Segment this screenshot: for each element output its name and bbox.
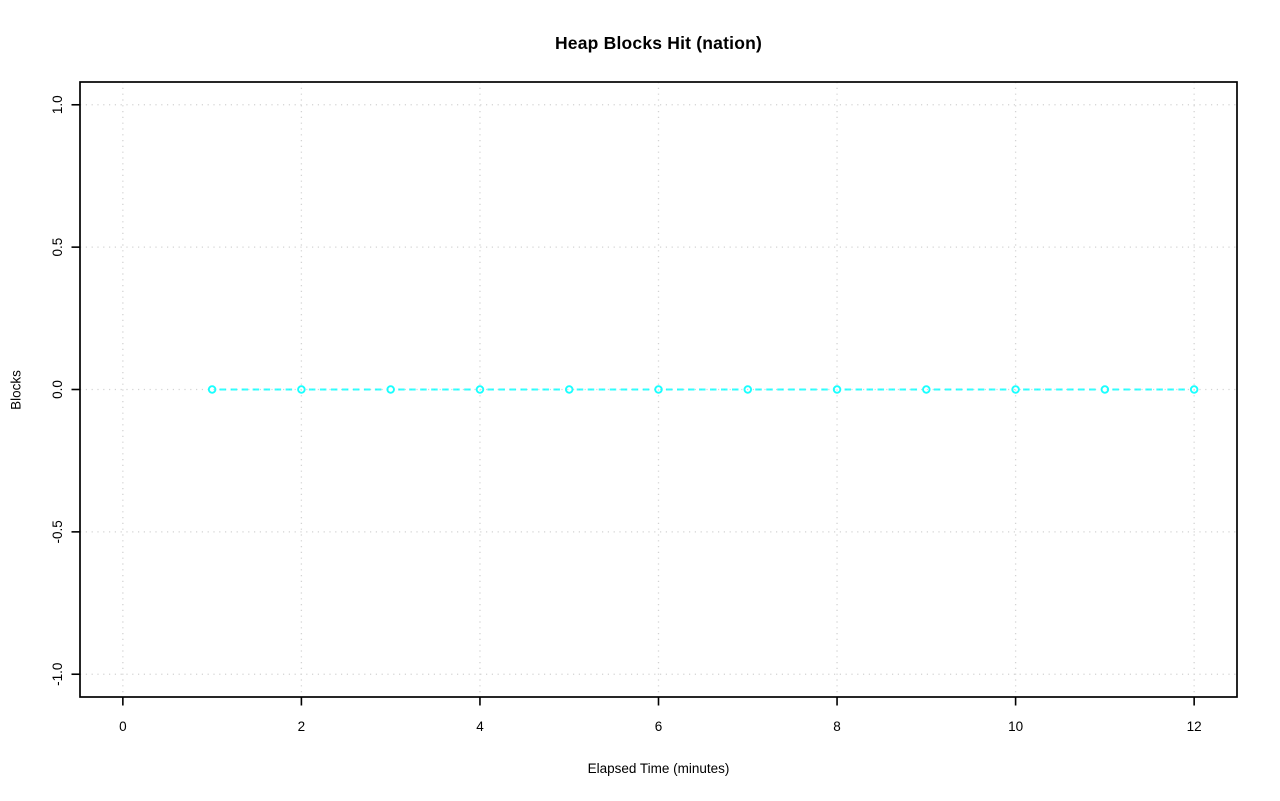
data-point-marker	[922, 385, 931, 394]
chart-title: Heap Blocks Hit (nation)	[554, 33, 763, 53]
data-point-marker	[1189, 385, 1199, 394]
x-tick-label: 0	[119, 719, 127, 734]
y-tick-label: -0.5	[50, 520, 65, 543]
y-axis-label: Blocks	[8, 370, 24, 410]
data-point-marker	[654, 385, 663, 394]
data-point-marker	[832, 385, 842, 394]
data-point-marker	[1011, 385, 1020, 394]
y-tick-label: 0.5	[50, 238, 65, 257]
x-tick-label: 8	[833, 719, 841, 734]
data-point-marker	[207, 385, 217, 394]
x-axis-label: Elapsed Time (minutes)	[587, 761, 730, 776]
y-tick-label: 0.0	[50, 380, 65, 399]
data-point-marker	[475, 385, 485, 394]
x-tick-label: 2	[298, 719, 306, 734]
y-tick-label: -1.0	[50, 663, 65, 686]
data-point-marker	[297, 385, 306, 394]
data-point-marker	[743, 385, 753, 394]
x-tick-label: 12	[1187, 719, 1202, 734]
data-point-marker	[386, 385, 395, 394]
data-point-marker	[564, 385, 574, 394]
data-point-marker	[1100, 385, 1110, 394]
y-tick-label: 1.0	[50, 95, 65, 114]
x-tick-label: 4	[476, 719, 484, 734]
x-tick-label: 6	[655, 719, 663, 734]
x-tick-label: 10	[1008, 719, 1023, 734]
